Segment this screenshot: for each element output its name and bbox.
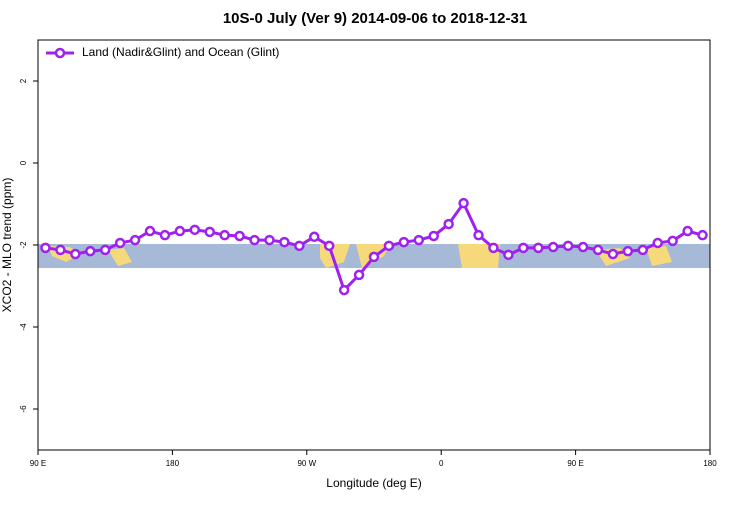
y-tick-label: 2	[19, 78, 28, 83]
point	[40, 242, 51, 254]
point	[279, 236, 290, 248]
point	[473, 229, 484, 241]
y-tick-label: -4	[19, 323, 28, 331]
x-tick-label: 90 E	[30, 459, 46, 468]
point	[637, 244, 649, 256]
point	[159, 229, 171, 241]
point	[294, 240, 305, 252]
point	[697, 229, 708, 241]
y-tick-label: 0	[19, 160, 28, 165]
point	[309, 231, 320, 243]
point	[413, 234, 425, 246]
point	[547, 241, 559, 253]
point	[234, 230, 245, 242]
point	[458, 197, 469, 209]
point	[353, 269, 365, 281]
point	[652, 237, 663, 249]
point	[533, 242, 544, 254]
point	[398, 236, 410, 248]
point	[503, 249, 514, 261]
chart-title: 10S-0 July (Ver 9) 2014-09-06 to 2018-12…	[223, 10, 527, 27]
point	[114, 237, 126, 249]
point	[249, 234, 260, 246]
point	[488, 242, 499, 254]
point	[562, 240, 574, 252]
point	[577, 241, 589, 253]
point	[592, 244, 604, 256]
point	[55, 244, 66, 256]
y-tick-label: -2	[19, 241, 28, 249]
point	[174, 225, 186, 237]
x-tick-label: 180	[703, 459, 717, 468]
point	[368, 251, 380, 263]
point	[70, 248, 81, 260]
x-tick-label: 90 W	[297, 459, 316, 468]
y-axis-label: XCO2 - MLO trend (ppm)	[0, 178, 14, 313]
point	[189, 224, 201, 236]
point	[428, 230, 439, 242]
point	[85, 245, 96, 257]
point	[99, 244, 111, 256]
point	[622, 245, 634, 257]
point	[204, 226, 215, 238]
y-tick-label: -6	[19, 405, 28, 413]
point	[219, 229, 230, 241]
x-tick-label: 180	[166, 459, 180, 468]
x-axis-label: Longitude (deg E)	[326, 476, 421, 490]
legend-marker	[54, 47, 66, 59]
point	[129, 234, 141, 246]
point	[323, 240, 335, 252]
point	[264, 234, 275, 246]
point	[144, 225, 156, 237]
point	[518, 242, 529, 254]
x-tick-label: 90 E	[567, 459, 583, 468]
legend-label: Land (Nadir&Glint) and Ocean (Glint)	[82, 45, 279, 59]
point	[607, 248, 619, 260]
point	[383, 240, 395, 252]
point	[682, 225, 693, 237]
land	[48, 244, 672, 268]
point	[667, 235, 678, 247]
point	[443, 218, 454, 230]
x-tick-label: 0	[439, 459, 444, 468]
point	[338, 284, 350, 296]
